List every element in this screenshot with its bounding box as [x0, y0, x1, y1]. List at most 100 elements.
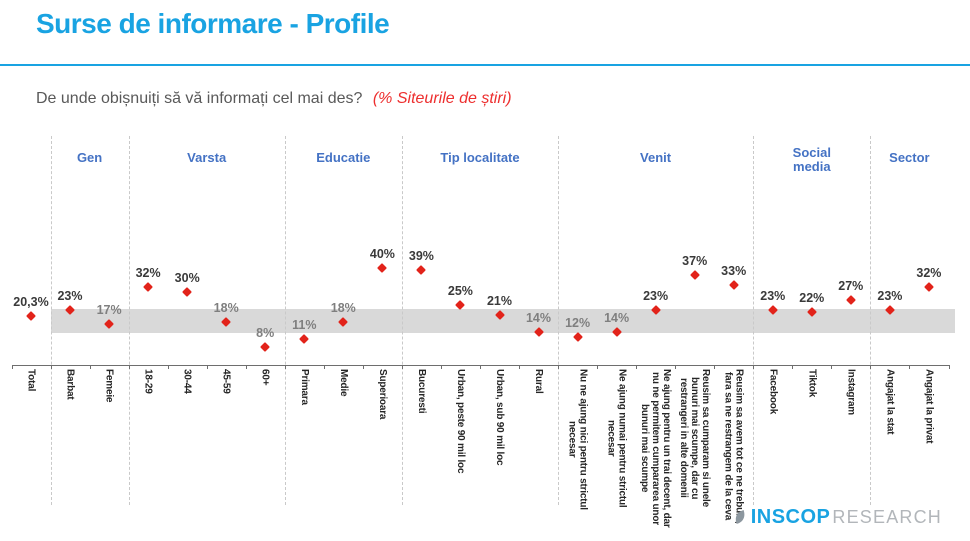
x-axis-tick — [714, 365, 716, 369]
data-point-marker — [26, 311, 36, 322]
group-header: Gen — [76, 150, 103, 165]
group-separator — [284, 136, 286, 505]
group-header: Venit — [640, 150, 672, 165]
x-axis-tick — [831, 365, 833, 369]
x-axis-tick — [519, 365, 520, 369]
x-axis-tick — [128, 365, 130, 369]
category-label: Femeie — [103, 369, 115, 403]
inscop-logo: INSCOP RESEARCH — [732, 504, 942, 530]
category-label: Total — [25, 369, 37, 392]
logo-brand: INSCOP — [750, 505, 831, 528]
category-label: Reusim sa cumparam si unele bunuri mai s… — [678, 369, 712, 507]
title-divider — [0, 64, 970, 66]
data-point-value: 20,3% — [13, 295, 49, 310]
category-label: 30-44 — [181, 369, 193, 394]
x-axis-tick — [11, 365, 13, 369]
group-separator — [558, 136, 559, 505]
chart-question: De unde obișnuiți să vă informați cel ma… — [36, 90, 512, 108]
data-point-value: 37% — [682, 253, 708, 268]
data-point-value: 23% — [643, 288, 669, 303]
data-point-marker — [455, 299, 466, 310]
category-label: Urban, peste 90 mil loc — [454, 369, 466, 474]
group-separator — [753, 136, 755, 505]
x-axis-tick — [636, 365, 638, 369]
x-axis-tick — [284, 365, 286, 369]
category-label: Facebook — [767, 369, 779, 415]
group-separator — [401, 136, 403, 505]
data-point-marker — [572, 331, 583, 342]
data-point-value: 23% — [877, 288, 903, 303]
x-axis-tick — [401, 365, 403, 369]
group-separator — [870, 136, 872, 505]
x-axis-tick — [245, 365, 247, 369]
logo-suffix: RESEARCH — [832, 506, 942, 527]
data-point-value: 12% — [565, 315, 591, 330]
x-axis-tick — [440, 365, 442, 369]
category-label: Ne ajung numai pentru strictul necesar — [605, 369, 628, 508]
group-header: Varsta — [187, 150, 227, 165]
data-point-marker — [182, 287, 193, 298]
category-label: Angajat la stat — [884, 369, 896, 435]
data-point-marker — [845, 294, 856, 305]
x-axis-tick — [597, 365, 599, 369]
category-label: 60+ — [259, 369, 271, 386]
data-point-value: 40% — [369, 246, 395, 261]
question-text: De unde obișnuiți să vă informați cel ma… — [36, 90, 363, 107]
data-point-marker — [260, 341, 271, 352]
group-header: Educatie — [316, 150, 371, 165]
category-label: Barbat — [64, 369, 76, 400]
category-label: Instagram — [845, 369, 857, 415]
data-point-value: 25% — [447, 283, 473, 298]
data-point-value: 14% — [604, 310, 630, 325]
category-label: 45-59 — [220, 369, 232, 394]
group-header: Social media — [792, 145, 831, 174]
group-separator — [50, 136, 52, 505]
data-point-value: 23% — [760, 288, 786, 303]
category-label: 18-29 — [142, 369, 154, 394]
data-point-value: 17% — [96, 303, 122, 318]
data-point-value: 30% — [174, 271, 200, 286]
data-point-value: 32% — [135, 266, 161, 281]
category-label: Rural — [533, 369, 544, 394]
group-separator — [128, 136, 130, 505]
x-axis-tick — [753, 365, 755, 369]
data-point-value: 14% — [525, 310, 552, 325]
category-label: Ne ajung pentru un trai decent, dar nu n… — [639, 369, 673, 528]
data-point-marker — [728, 279, 739, 290]
data-point-value: 39% — [408, 249, 434, 263]
data-point-value: 32% — [916, 266, 942, 281]
data-point-value: 33% — [721, 263, 747, 278]
page-title: Surse de informare - Profile — [36, 8, 390, 39]
x-axis-tick — [909, 365, 911, 369]
x-axis-tick — [948, 365, 950, 369]
data-point-marker — [416, 265, 427, 275]
x-axis-tick — [50, 365, 52, 369]
group-header: Sector — [889, 150, 930, 165]
data-point-value: 11% — [292, 318, 317, 333]
data-point-value: 18% — [213, 300, 239, 315]
category-label: Nu ne ajung nici pentru strictul necesar — [566, 369, 589, 510]
x-axis-tick — [675, 365, 677, 369]
x-axis-tick — [792, 365, 794, 369]
category-label: Medie — [337, 369, 349, 397]
x-axis-tick — [206, 365, 208, 369]
x-axis-tick — [480, 365, 481, 369]
category-label: Primara — [298, 369, 310, 405]
group-header: Tip localitate — [440, 150, 520, 165]
data-point-marker — [377, 262, 388, 273]
data-point-value: 8% — [256, 325, 275, 340]
category-label: Bucuresti — [415, 369, 427, 414]
data-point-value: 27% — [838, 278, 864, 293]
leaf-icon — [732, 509, 748, 525]
category-label: Tiktok — [806, 369, 818, 398]
x-axis-tick — [870, 365, 872, 369]
x-axis-tick — [558, 365, 560, 369]
x-axis-tick — [89, 365, 91, 369]
data-point-value: 22% — [799, 291, 825, 306]
data-point-value: 18% — [330, 300, 356, 315]
data-point-value: 21% — [486, 293, 513, 308]
data-point-marker — [689, 269, 700, 280]
question-highlight: (% Siteurile de știri) — [372, 90, 512, 107]
